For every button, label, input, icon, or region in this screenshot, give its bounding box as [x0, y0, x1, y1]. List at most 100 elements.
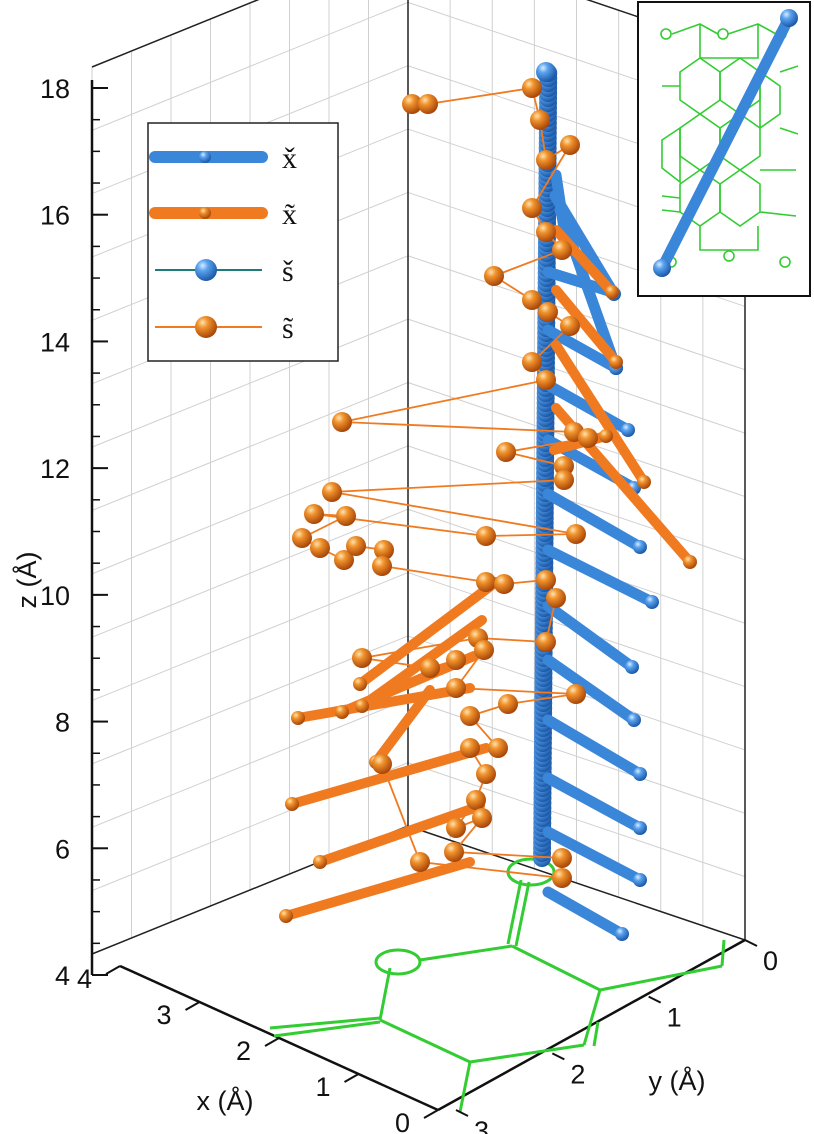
orange-point [418, 94, 438, 114]
orange-point [566, 524, 586, 544]
y-axis-label: y (Å) [649, 1065, 706, 1096]
orange-point [560, 316, 580, 336]
orange-stick [281, 857, 475, 921]
orange-point [609, 355, 623, 369]
orange-point [488, 738, 508, 758]
orange-point [484, 266, 504, 286]
blue-stick [542, 544, 658, 608]
orange-point [536, 370, 556, 390]
orange-point [496, 442, 516, 462]
orange-point [474, 640, 494, 660]
orange-point [304, 504, 324, 524]
blue-stick [554, 204, 622, 374]
y-tick-label: 2 [570, 1059, 585, 1089]
molecule-bond [720, 939, 726, 967]
molecule-bond [469, 1043, 585, 1064]
molecule-bond [419, 944, 513, 962]
orange-point [637, 475, 651, 489]
blue-point [621, 423, 635, 437]
blue-point [627, 713, 641, 727]
orange-point [554, 470, 574, 490]
molecule-bond [458, 1061, 472, 1113]
orange-point [446, 650, 466, 670]
data-traces [279, 62, 697, 941]
orange-point [552, 240, 572, 260]
orange-point [546, 588, 566, 608]
legend-entry-2: x̃ [149, 198, 297, 231]
svg-text:x̃: x̃ [282, 198, 297, 231]
orange-point [522, 352, 542, 372]
orange-point [310, 538, 330, 558]
orange-point [560, 135, 580, 155]
floor-molecule [269, 857, 726, 1113]
blue-stick [542, 714, 646, 780]
orange-point [279, 909, 293, 923]
orange-point [335, 705, 349, 719]
orange-point [336, 506, 356, 526]
orange-point [476, 764, 496, 784]
orange-stick [551, 225, 617, 297]
z-axis-label: z (Å) [11, 552, 42, 609]
orange-point [372, 556, 392, 576]
z-tick-label: 18 [40, 74, 70, 104]
orange-point [374, 540, 394, 560]
molecule-bond [269, 1016, 381, 1030]
orange-point [578, 428, 598, 448]
orange-point [292, 528, 312, 548]
molecule-bond [379, 1018, 471, 1064]
orange-point [599, 429, 613, 443]
orange-point [536, 632, 556, 652]
blue-stick [542, 772, 646, 834]
y-axis-line [437, 938, 746, 1112]
inset-molecule [637, 1, 811, 297]
blue-stick [542, 600, 638, 673]
z-tick-label: 16 [40, 201, 70, 231]
orange-point [332, 412, 352, 432]
y-tick-label: 0 [763, 946, 778, 976]
orange-point [566, 684, 586, 704]
blue-stick [542, 654, 640, 726]
molecule-bond [273, 1020, 381, 1038]
orange-point [353, 677, 367, 691]
z-tick-label: 14 [40, 327, 70, 357]
legend-entry-4: s̃ [155, 312, 294, 345]
orange-point [536, 150, 556, 170]
orange-point [420, 658, 440, 678]
orange-point [536, 570, 556, 590]
blue-stick [542, 886, 628, 940]
x-tick-label: 2 [236, 1036, 251, 1066]
orange-point [355, 699, 369, 713]
molecule-bond [592, 1021, 600, 1047]
blue-point [633, 767, 647, 781]
molecule-bond [514, 881, 531, 947]
orange-point [291, 711, 305, 725]
blue-point [633, 873, 647, 887]
orange-point [683, 555, 697, 569]
orange-stick [551, 340, 649, 487]
legend: x̌ x̃ š s̃ [147, 122, 339, 362]
blue-point [615, 927, 629, 941]
orange-stick [315, 801, 485, 867]
svg-text:š: š [282, 255, 294, 288]
x-tick-label: 4 [77, 964, 92, 994]
blue-point [633, 821, 647, 835]
z-tick-label: 12 [40, 454, 70, 484]
orange-point [536, 222, 556, 242]
molecule-bond [506, 879, 523, 945]
orange-point [372, 754, 392, 774]
x-tick-label: 1 [315, 1072, 330, 1102]
orange-point [346, 536, 366, 556]
legend-entry-1: x̌ [149, 142, 297, 175]
z-tick-label: 4 [55, 961, 70, 991]
molecule-atom [374, 948, 422, 976]
blue-point [633, 540, 647, 554]
orange-point [334, 550, 354, 570]
molecule-bond [582, 989, 602, 1046]
molecule-bond [378, 967, 392, 1021]
z-tick-label: 10 [40, 581, 70, 611]
svg-text:s̃: s̃ [282, 312, 294, 345]
orange-point [494, 574, 514, 594]
orange-point [552, 848, 572, 868]
